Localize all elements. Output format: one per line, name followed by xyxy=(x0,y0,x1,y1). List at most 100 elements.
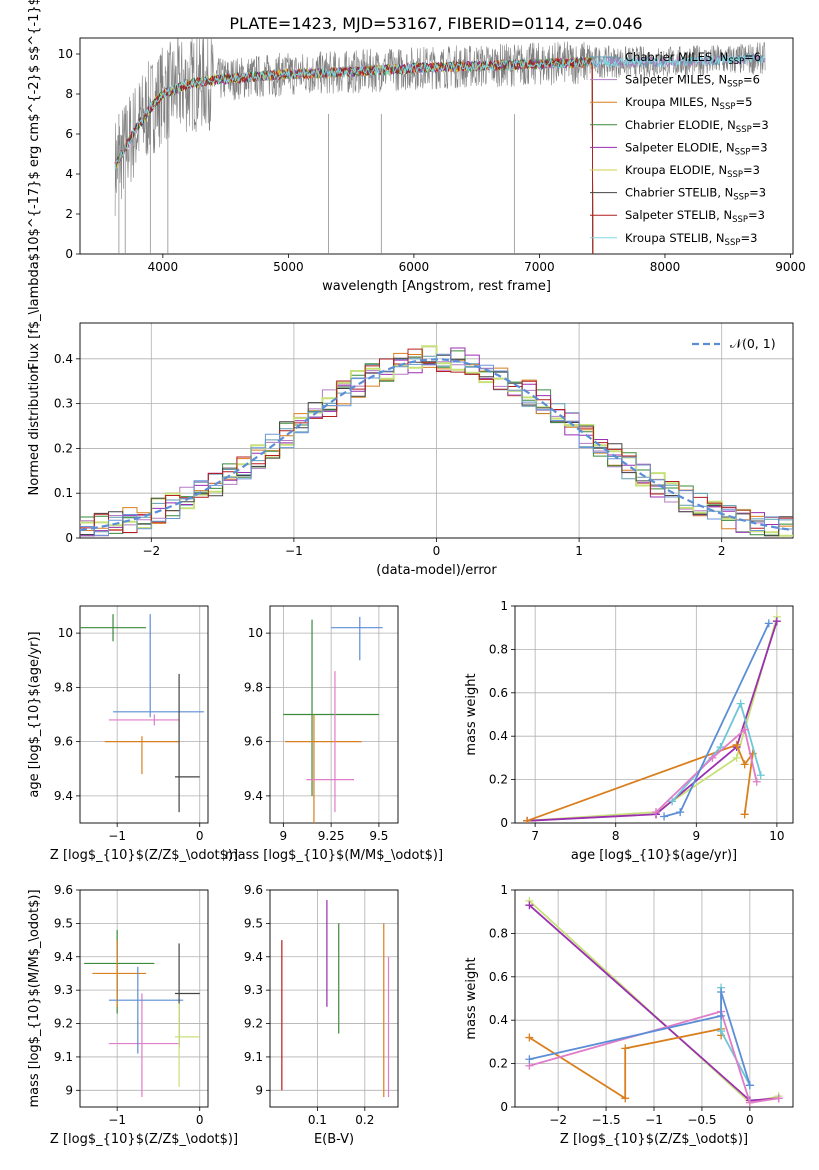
legend-label: Chabrier STELIB, NSSP=3 xyxy=(625,186,766,203)
y-tick-label: 10 xyxy=(58,47,73,61)
legend-label: Kroupa ELODIE, NSSP=3 xyxy=(625,163,760,180)
weight-point-marker xyxy=(708,753,717,762)
weight-point-marker xyxy=(752,777,761,786)
y-tick-label: 9.6 xyxy=(244,883,263,897)
panel-age_vs_mass: 9 9.25 9.5 9.4 9.6 9.8 10 mass [log$_{10}$(M/M$… xyxy=(225,605,443,863)
x-axis-label: age [log$_{10}$(age/yr)] xyxy=(571,848,737,863)
weight-point-marker xyxy=(523,816,532,823)
y-tick-label: 9.6 xyxy=(54,735,73,749)
x-axis-label: Z [log$_{10}$(Z/Z$_\odot$)] xyxy=(50,848,238,863)
y-axis-label: age [log$_{10}$(age/yr)] xyxy=(27,631,42,797)
y-tick-label: 0.4 xyxy=(489,729,508,743)
weight-series-line xyxy=(527,620,778,822)
x-tick-label: 9.5 xyxy=(369,829,388,843)
weight-point-marker xyxy=(660,812,669,821)
weight-point-marker xyxy=(717,987,726,996)
axes-frame xyxy=(514,605,794,824)
y-axis-label: mass [log$_{10}$(M/M$_\odot$)] xyxy=(27,889,42,1107)
weight-point-marker xyxy=(736,699,745,708)
weight-point-marker xyxy=(740,810,749,819)
y-tick-label: 9.4 xyxy=(54,950,73,964)
x-tick-label: 10 xyxy=(769,829,784,843)
y-tick-label: 9.4 xyxy=(244,789,263,803)
weight-point-marker xyxy=(668,797,677,806)
axes-frame xyxy=(79,37,794,255)
x-tick-label: 6000 xyxy=(399,260,430,274)
weight-point-marker xyxy=(740,760,749,769)
weight-point-marker xyxy=(732,753,741,762)
weight-series-line xyxy=(529,991,751,1086)
spectrum-model-line xyxy=(114,52,766,170)
weight-point-marker xyxy=(756,771,765,780)
legend-label: 𝒩(0, 1) xyxy=(730,336,776,351)
y-tick-label: 0 xyxy=(500,1100,508,1114)
x-tick-label: 0.2 xyxy=(355,1113,374,1127)
y-tick-label: 9.3 xyxy=(54,983,73,997)
axes-frame xyxy=(79,322,794,539)
weight-point-marker xyxy=(772,617,781,626)
x-tick-label: 8 xyxy=(612,829,620,843)
x-tick-label: 0 xyxy=(433,544,441,558)
y-tick-label: 2 xyxy=(65,207,73,221)
weight-point-marker xyxy=(652,808,661,817)
x-axis-label: Z [log$_{10}$(Z/Z$_\odot$)] xyxy=(560,1132,748,1147)
panel-weight_vs_age: 7 8 9 10 0 0.2 0.4 0.6 0.8 1 age [log$_{10}$(age/y… xyxy=(464,599,794,863)
y-tick-label: 0.2 xyxy=(489,1057,508,1071)
legend-label: Chabrier MILES, NSSP=6 xyxy=(625,50,761,67)
x-tick-label: −1 xyxy=(285,544,303,558)
panel-spectrum: 4000 5000 6000 7000 8000 9000 0 2 4 6 8 10 wavelengt… xyxy=(27,0,806,370)
y-tick-label: 0 xyxy=(500,816,508,830)
y-tick-label: 9.2 xyxy=(54,1017,73,1031)
x-tick-label: 7 xyxy=(531,829,539,843)
y-tick-label: 9.1 xyxy=(54,1050,73,1064)
x-tick-label: 0 xyxy=(196,1113,204,1127)
y-axis-label: Normed distribution xyxy=(27,366,42,496)
weight-point-marker xyxy=(745,1098,754,1107)
y-tick-label: 10 xyxy=(248,626,263,640)
plot-area xyxy=(84,930,200,1097)
weight-series-line xyxy=(655,728,758,813)
x-tick-label: 9.25 xyxy=(318,829,345,843)
weight-point-marker xyxy=(676,808,685,817)
plot-area xyxy=(114,38,766,254)
y-tick-label: 9.4 xyxy=(54,789,73,803)
y-tick-label: 9.6 xyxy=(54,883,73,897)
x-tick-label: 5000 xyxy=(273,260,304,274)
x-tick-label: 4000 xyxy=(148,260,179,274)
y-axis-label: mass weight xyxy=(464,673,479,755)
weight-point-marker xyxy=(764,619,773,628)
panel-age_vs_Z: −1 0 9.4 9.6 9.8 10 Z [log$_{10}$(Z/Z$_\odot$)… xyxy=(27,605,238,863)
axes-frame xyxy=(79,889,209,1108)
y-tick-label: 9.8 xyxy=(54,680,73,694)
y-tick-label: 8 xyxy=(65,87,73,101)
weight-point-marker xyxy=(525,1033,534,1042)
x-tick-label: 7000 xyxy=(524,260,555,274)
y-tick-label: 0.4 xyxy=(489,1013,508,1027)
axes-frame xyxy=(79,605,209,824)
y-tick-label: 9.4 xyxy=(244,950,263,964)
legend-label: Salpeter ELODIE, NSSP=3 xyxy=(625,140,768,157)
y-tick-label: 9.1 xyxy=(244,1050,263,1064)
plot-area xyxy=(281,900,390,1097)
x-tick-label: 8000 xyxy=(650,260,681,274)
y-tick-label: 9.3 xyxy=(244,983,263,997)
x-tick-label: 9 xyxy=(280,829,288,843)
panel-residuals: −2 −1 0 1 2 0 0.1 0.2 0.3 0.4 (data-model)/error No… xyxy=(27,322,794,578)
x-axis-label: wavelength [Angstrom, rest frame] xyxy=(322,279,551,294)
weight-series-line xyxy=(526,743,755,822)
x-tick-label: −2 xyxy=(549,1113,567,1127)
y-tick-label: 0.6 xyxy=(489,686,508,700)
panel-weight_vs_Z: −2 −1.5 −1 −0.5 0 0 0.2 0.4 0.6 0.8 1 Z [log$_{10}$… xyxy=(464,883,794,1147)
weight-point-marker xyxy=(525,1055,534,1064)
y-tick-label: 1 xyxy=(500,883,508,897)
legend-label: Kroupa MILES, NSSP=5 xyxy=(625,95,752,112)
y-tick-label: 9 xyxy=(65,1083,73,1097)
x-tick-label: 9000 xyxy=(775,260,806,274)
x-axis-label: (data-model)/error xyxy=(376,563,497,578)
legend-label: Kroupa STELIB, NSSP=3 xyxy=(625,231,757,248)
y-tick-label: 9 xyxy=(255,1083,263,1097)
axes-frame xyxy=(269,889,399,1108)
panel-mass_vs_Z: −1 0 9 9.1 9.2 9.3 9.4 9.5 9.6 Z [log$_{10}$(Z/Z$… xyxy=(27,883,238,1147)
gaussian-curve xyxy=(80,358,793,532)
y-tick-label: 0.8 xyxy=(489,642,508,656)
